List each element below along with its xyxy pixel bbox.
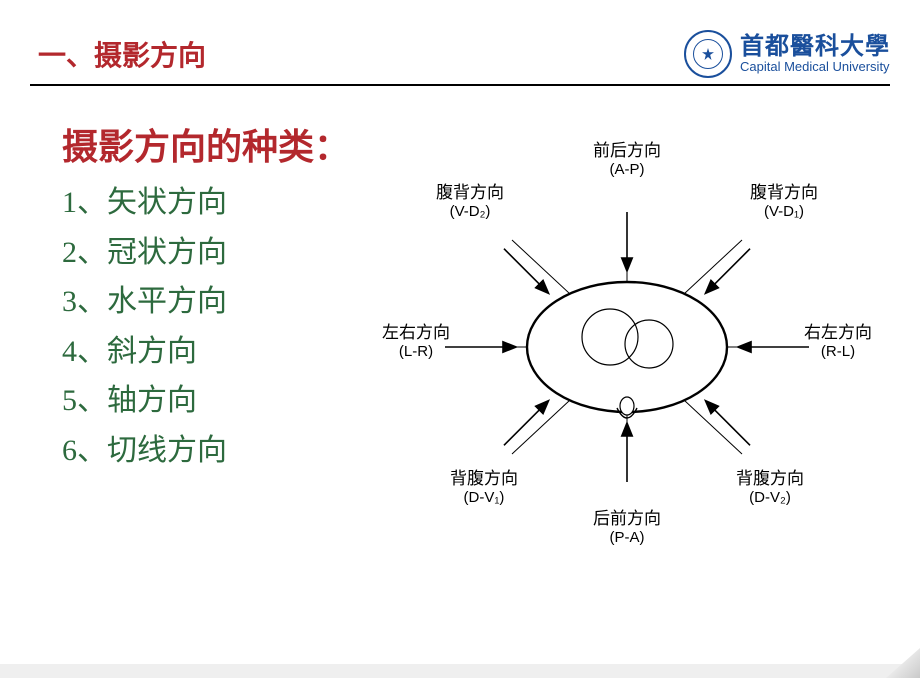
svg-text:左右方向: 左右方向 (382, 323, 450, 342)
svg-text:(R-L): (R-L) (821, 343, 855, 360)
slide-header: 一、摄影方向 首都醫科大學 Capital Medical University (38, 30, 890, 78)
logo-text: 首都醫科大學 Capital Medical University (740, 34, 890, 75)
header-divider (30, 84, 890, 86)
svg-text:(P-A): (P-A) (610, 529, 645, 546)
svg-text:(A-P): (A-P) (610, 161, 645, 178)
list-item: 6、切线方向 (62, 426, 350, 476)
svg-text:腹背方向: 腹背方向 (750, 183, 818, 202)
svg-text:背腹方向: 背腹方向 (736, 469, 804, 488)
logo-name-cn: 首都醫科大學 (740, 34, 890, 60)
footer-bar (0, 664, 920, 678)
svg-text:(V-D₁): (V-D₁) (764, 203, 804, 220)
content-subtitle: 摄影方向的种类： (62, 118, 350, 170)
svg-text:(L-R): (L-R) (399, 343, 433, 360)
svg-text:后前方向: 后前方向 (593, 509, 661, 528)
logo-name-en: Capital Medical University (740, 60, 890, 74)
university-logo: 首都醫科大學 Capital Medical University (684, 30, 890, 78)
svg-text:右左方向: 右左方向 (804, 323, 872, 342)
list-item: 5、轴方向 (62, 376, 350, 426)
list-item: 3、水平方向 (62, 277, 350, 327)
svg-text:背腹方向: 背腹方向 (450, 469, 518, 488)
main-content: 摄影方向的种类： 1、矢状方向 2、冠状方向 3、水平方向 4、斜方向 5、轴方… (62, 118, 350, 475)
section-title: 一、摄影方向 (38, 34, 206, 74)
list-item: 2、冠状方向 (62, 228, 350, 278)
svg-text:前后方向: 前后方向 (593, 141, 661, 160)
list-item: 4、斜方向 (62, 327, 350, 377)
svg-text:腹背方向: 腹背方向 (436, 183, 504, 202)
svg-text:(D-V₁): (D-V₁) (464, 489, 505, 506)
direction-list: 1、矢状方向 2、冠状方向 3、水平方向 4、斜方向 5、轴方向 6、切线方向 (62, 178, 350, 475)
projection-direction-diagram: 前后方向(A-P) 后前方向(P-A) 左右方向(L-R) 右左方向(R-L) 腹背方向… (362, 132, 892, 552)
logo-emblem-icon (684, 30, 732, 78)
list-item: 1、矢状方向 (62, 178, 350, 228)
svg-text:(V-D₂): (V-D₂) (450, 203, 491, 220)
svg-text:(D-V₂): (D-V₂) (749, 489, 791, 506)
